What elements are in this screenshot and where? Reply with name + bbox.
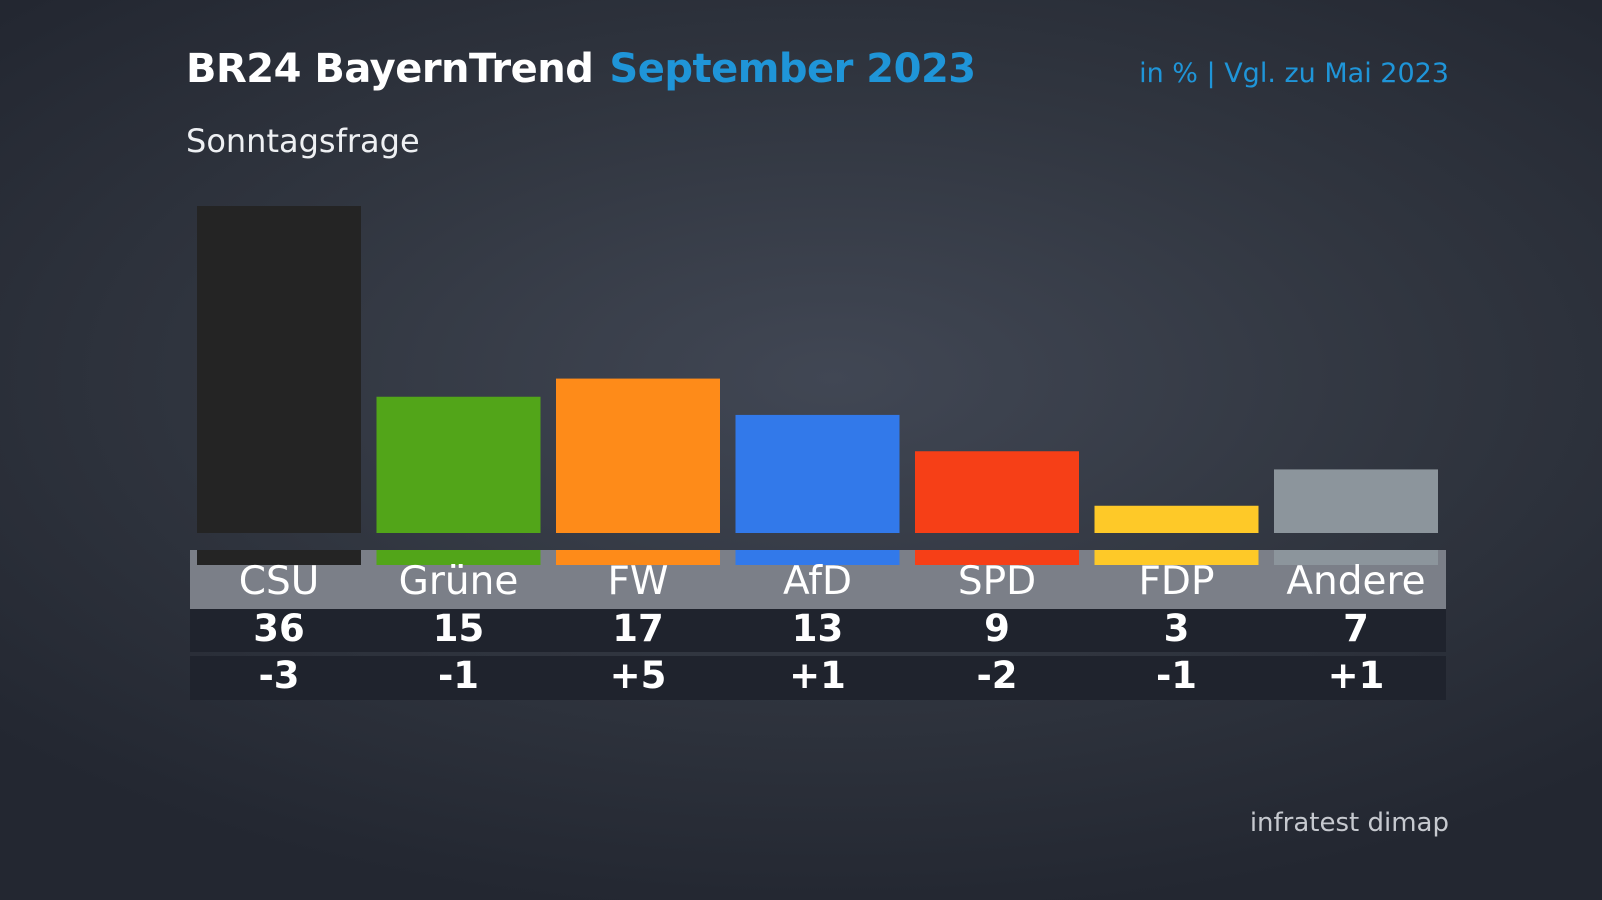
- category-label: AfD: [782, 559, 853, 604]
- bar-0: [197, 206, 361, 533]
- value-label: 9: [984, 607, 1010, 650]
- value-label: 3: [1163, 607, 1190, 650]
- source-credit: infratest dimap: [1249, 808, 1449, 838]
- value-label: 7: [1343, 607, 1369, 650]
- changes-row: [190, 656, 1446, 700]
- value-label: 36: [253, 607, 305, 650]
- chart-subtitle: Sonntagsfrage: [186, 122, 420, 160]
- category-label: Andere: [1286, 559, 1426, 604]
- title-main: BR24 BayernTrend: [186, 46, 594, 92]
- value-label: 15: [432, 607, 485, 650]
- value-label: 17: [612, 607, 664, 650]
- change-label: +1: [1327, 654, 1385, 697]
- unit-comparison-note: in % | Vgl. zu Mai 2023: [1139, 58, 1449, 89]
- bar-color-stripe-1: [376, 550, 541, 565]
- bar-6: [1274, 469, 1438, 533]
- bar-color-stripe-5: [1094, 550, 1259, 565]
- bar-2: [556, 378, 720, 533]
- bar-4: [915, 451, 1079, 533]
- bar-3: [735, 414, 900, 533]
- category-label: FDP: [1138, 559, 1215, 604]
- bar-color-stripe-6: [1274, 550, 1438, 565]
- values-row: [190, 609, 1446, 652]
- bar-color-stripe-3: [735, 550, 900, 565]
- bar-5: [1094, 505, 1259, 533]
- change-label: -1: [437, 654, 480, 697]
- change-label: -3: [258, 654, 300, 697]
- category-label: Grüne: [398, 559, 519, 604]
- change-label: +1: [789, 654, 846, 697]
- bar-color-stripe-0: [197, 550, 361, 565]
- change-label: -1: [1155, 654, 1198, 697]
- bar-color-stripe-2: [556, 550, 720, 565]
- category-label: FW: [607, 559, 669, 604]
- title-accent: September 2023: [609, 46, 976, 92]
- category-label: SPD: [957, 559, 1037, 604]
- chart-title: BR24 BayernTrend September 2023: [186, 46, 976, 92]
- category-label: CSU: [238, 559, 320, 604]
- bar-color-stripe-4: [915, 550, 1079, 565]
- change-label: +5: [609, 654, 667, 697]
- value-label: 13: [791, 607, 844, 650]
- bar-1: [376, 396, 541, 533]
- change-label: -2: [976, 654, 1018, 697]
